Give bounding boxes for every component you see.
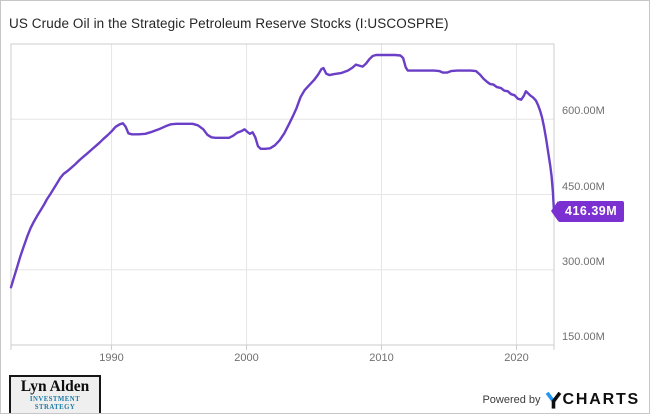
x-axis-label: 1990 (99, 352, 124, 364)
badge-arrow-icon (551, 200, 558, 221)
powered-by-attribution: Powered by CHARTS (482, 389, 640, 411)
lyn-alden-name: Lyn Alden (20, 378, 90, 395)
y-axis-label: 450.00M (562, 180, 605, 193)
last-value-label: 416.39M (565, 203, 618, 218)
last-value-badge: 416.39M (551, 200, 625, 222)
powered-by-label: Powered by (482, 394, 541, 406)
x-axis-label: 2010 (369, 352, 394, 364)
y-axis-label: 300.00M (562, 255, 605, 268)
lyn-alden-tagline: INVESTMENT STRATEGY (29, 396, 81, 411)
lyn-alden-logo: Lyn Alden INVESTMENT STRATEGY (9, 375, 101, 413)
ycharts-logo: CHARTS (545, 391, 640, 409)
spr-series-line (9, 53, 556, 289)
x-axis-label: 2020 (504, 352, 529, 364)
x-axis-label: 2000 (234, 352, 259, 364)
ycharts-wordmark: CHARTS (562, 391, 640, 408)
y-axis-label: 150.00M (562, 331, 605, 343)
chart-title: US Crude Oil in the Strategic Petroleum … (9, 16, 449, 31)
y-axis-label: 600.00M (562, 105, 605, 118)
ycharts-y-icon (545, 391, 561, 409)
